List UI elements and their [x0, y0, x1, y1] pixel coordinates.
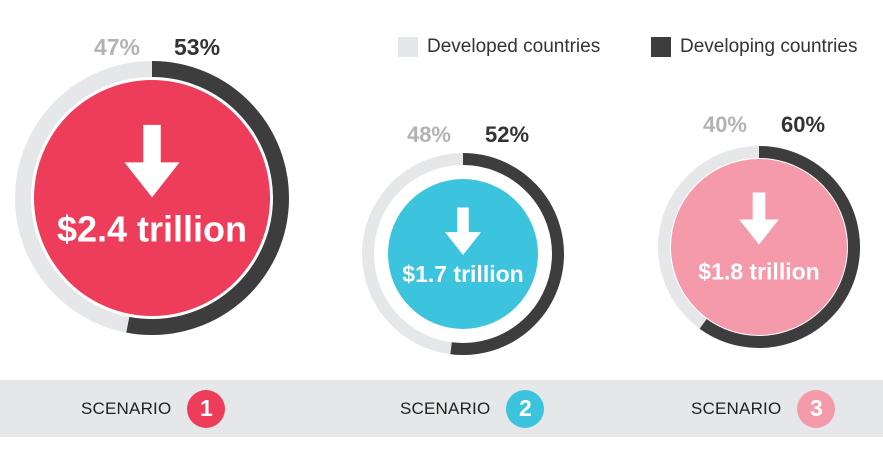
legend-swatch-developing [651, 37, 671, 57]
donut-2-total-label: $1.7 trillion [402, 261, 523, 287]
scenario-1: SCENARIO 1 [81, 380, 226, 437]
down-arrow-icon [739, 192, 779, 245]
donut-3-developing-slice [699, 146, 860, 348]
scenario-2-badge: 2 [506, 389, 545, 428]
donut-1-center [34, 80, 270, 316]
scenario-band: SCENARIO 1 SCENARIO 2 SCENARIO 3 [0, 380, 883, 437]
donut-3-developed-percent: 40% [703, 112, 747, 137]
donut-3-center [671, 159, 847, 335]
scenario-3-badge: 3 [797, 389, 836, 428]
donut-1-developed-percent: 47% [94, 34, 140, 60]
donut-3-developing-percent: 60% [781, 112, 825, 137]
legend-developing: Developing countries [651, 36, 857, 58]
donut-1-developing-percent: 53% [174, 34, 220, 60]
donut-2-developing-slice [450, 153, 564, 355]
scenario-3-label: SCENARIO [691, 398, 782, 418]
legend-label-developed: Developed countries [427, 36, 601, 57]
donut-2-developed-percent: 48% [407, 122, 451, 147]
scenario-1-badge: 1 [187, 389, 226, 428]
donut-2-developing-percent: 52% [485, 122, 529, 147]
down-arrow-icon [444, 207, 482, 256]
scenario-3: SCENARIO 3 [691, 380, 836, 437]
donut-3-total-label: $1.8 trillion [698, 259, 819, 285]
legend-developed: Developed countries [398, 36, 600, 58]
legend-label-developing: Developing countries [680, 36, 858, 57]
donut-1-total-label: $2.4 trillion [57, 209, 247, 250]
scenario-1-label: SCENARIO [81, 398, 172, 418]
legend-swatch-developed [398, 37, 418, 57]
down-arrow-icon [124, 124, 180, 198]
scenario-2-label: SCENARIO [400, 398, 491, 418]
donut-1-developing-slice [126, 61, 289, 335]
scenario-2: SCENARIO 2 [400, 380, 545, 437]
